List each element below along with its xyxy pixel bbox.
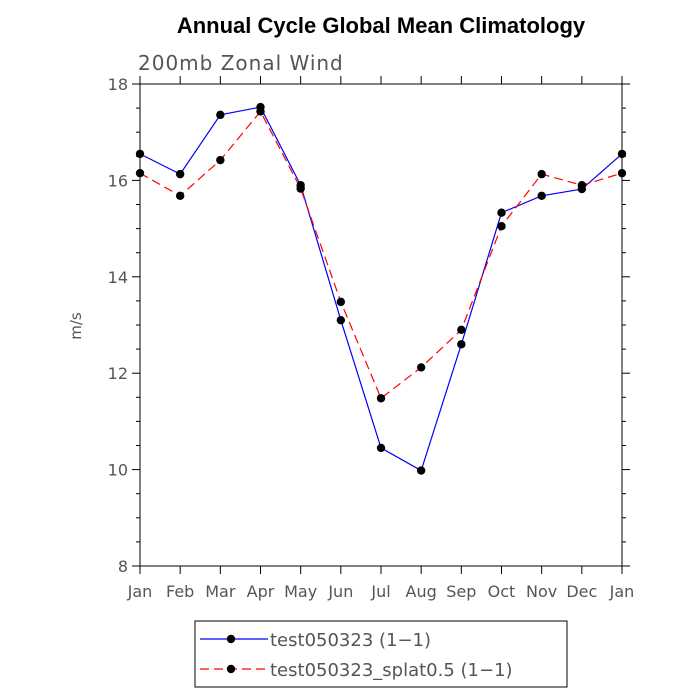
series-1-point xyxy=(376,443,386,453)
series-2-point xyxy=(457,325,466,335)
series-2-point xyxy=(296,184,305,193)
series-2-point xyxy=(256,107,265,116)
chart-subtitle: 200mb Zonal Wind xyxy=(138,51,344,75)
series-1-point xyxy=(175,169,185,179)
plot-frame xyxy=(139,83,623,567)
series-line-1 xyxy=(139,106,623,472)
legend-marker-2 xyxy=(226,664,236,674)
series-2-point xyxy=(216,155,225,165)
x-tick-label: Nov xyxy=(526,582,557,601)
series-2-point xyxy=(175,191,185,201)
series-1-point xyxy=(336,315,346,325)
y-tick-label: 8 xyxy=(118,557,128,576)
legend: test050323 (1−1) test050323_splat0.5 (1−1… xyxy=(194,620,568,688)
x-tick-label: Apr xyxy=(247,582,275,601)
y-tick-label: 14 xyxy=(108,268,128,287)
y-tick-label: 10 xyxy=(108,461,128,480)
series-2-point xyxy=(336,297,346,307)
x-tick-label: Jun xyxy=(327,582,353,601)
series-2-point xyxy=(376,394,386,403)
y-tick-label: 12 xyxy=(108,364,128,383)
y-tick-label: 18 xyxy=(108,75,128,94)
x-tick-label: Dec xyxy=(566,582,597,601)
x-tick-label: Aug xyxy=(406,582,437,601)
x-tick-label: Jan xyxy=(609,582,635,601)
series-line-2 xyxy=(139,110,623,400)
series-2-point xyxy=(577,181,587,190)
x-tick-label: Jan xyxy=(127,582,153,601)
series-1-point xyxy=(135,149,145,159)
series-1-point xyxy=(416,466,426,475)
series-2-point xyxy=(617,168,627,178)
series-2-point xyxy=(497,221,506,231)
series-2-point xyxy=(135,168,145,178)
y-tick-label: 16 xyxy=(108,171,128,190)
series-2-point xyxy=(416,363,426,372)
chart-title: Annual Cycle Global Mean Climatology xyxy=(177,13,586,38)
x-tick-label: May xyxy=(284,582,317,601)
series-1-point xyxy=(457,340,466,349)
x-tick-label: Feb xyxy=(166,582,194,601)
series-1-point xyxy=(497,208,506,217)
series-1-point xyxy=(216,110,225,120)
legend-box xyxy=(194,620,568,688)
series-1-point xyxy=(537,191,546,201)
x-tick-label: Jul xyxy=(370,582,390,601)
series-2-point xyxy=(537,169,546,179)
legend-label-1: test050323 (1−1) xyxy=(270,630,431,651)
legend-label-2: test050323_splat0.5 (1−1) xyxy=(270,660,513,681)
y-axis-label: m/s xyxy=(67,312,85,340)
x-tick-label: Mar xyxy=(205,582,236,601)
legend-marker-1 xyxy=(226,634,236,644)
x-tick-label: Oct xyxy=(488,582,516,601)
series-1-point xyxy=(617,149,627,159)
plot-area: 8 10 12 14 16 18 Jan Feb Mar Apr May Jun Jul Aug Sep Oc… xyxy=(108,75,635,601)
x-tick-label: Sep xyxy=(446,582,476,601)
